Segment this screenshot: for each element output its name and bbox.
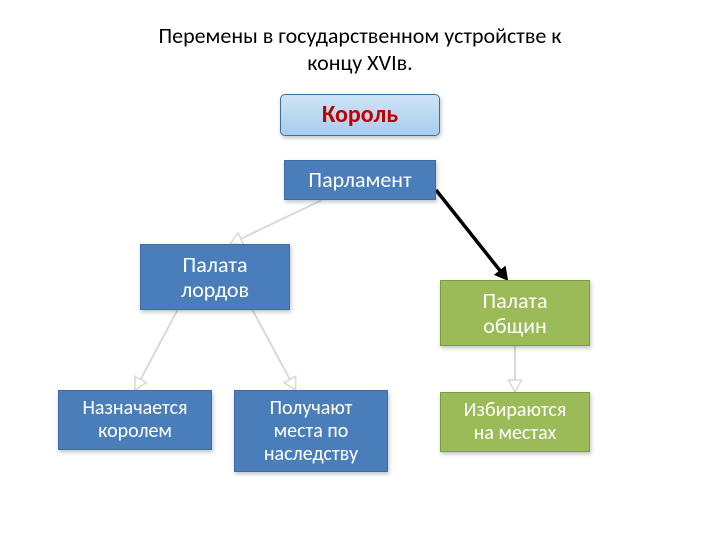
node-appointed-label: Назначаетсякоролем [82, 397, 187, 443]
title-line-2: концу XVIв. [307, 49, 412, 76]
title-line-1: Перемены в государственном устройстве к [159, 22, 562, 49]
node-lords: Палаталордов [140, 244, 290, 310]
node-inherit-label: Получаютместа понаследству [264, 397, 358, 466]
node-commons-label: Палатаобщин [483, 288, 548, 339]
node-elected-label: Избираютсяна местах [464, 399, 567, 445]
node-inherit: Получаютместа понаследству [234, 390, 388, 472]
diagram-canvas: Перемены в государственном устройстве к … [0, 0, 720, 540]
node-king-label: Король [322, 101, 398, 129]
node-elected: Избираютсяна местах [440, 392, 590, 452]
node-appointed: Назначаетсякоролем [58, 390, 212, 450]
node-parliament-label: Парламент [308, 167, 411, 192]
node-parliament: Парламент [284, 160, 436, 200]
diagram-title: Перемены в государственном устройстве к … [0, 22, 720, 76]
node-commons: Палатаобщин [440, 280, 590, 346]
node-king: Король [280, 94, 440, 136]
node-lords-label: Палаталордов [181, 252, 249, 303]
